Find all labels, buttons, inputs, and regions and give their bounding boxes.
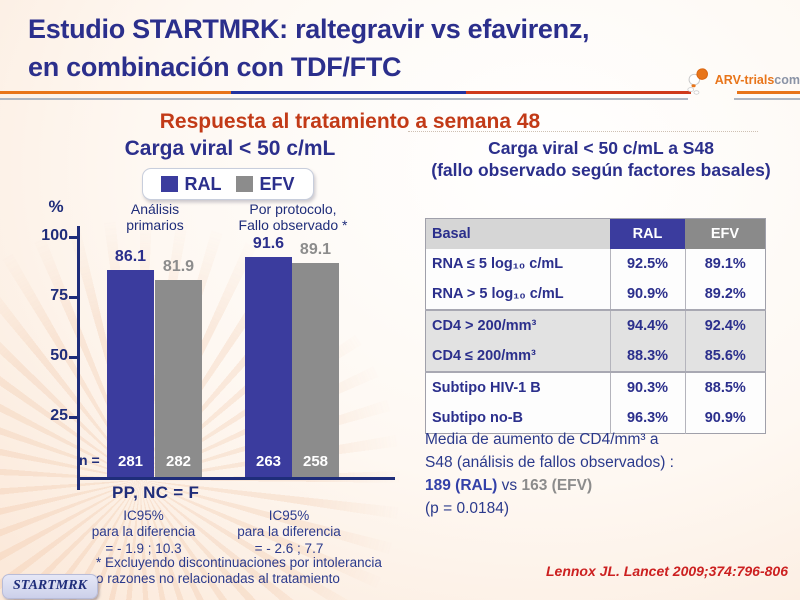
table-cell-basal-factor: RNA > 5 log₁₀ c/mL xyxy=(432,286,564,302)
table-cell-value: 89.1% xyxy=(684,249,766,279)
bar-value-label: 89.1 xyxy=(299,241,332,259)
y-axis-unit-label: % xyxy=(48,197,64,216)
logo-text-main: ARV-trials xyxy=(714,73,775,87)
table-cell-basal-factor: CD4 ≤ 200/mm³ xyxy=(425,341,610,372)
y-axis-tick xyxy=(69,416,78,419)
table-cell-basal-factor: RNA ≤ 5 log₁₀ c/mL xyxy=(432,256,564,272)
cd4-note-line-1: Media de aumento de CD4/mm³ a xyxy=(425,431,659,448)
bar-value-label: 91.6 xyxy=(252,235,285,253)
title-line-2: en combinación con TDF/FTC xyxy=(28,52,402,82)
table-title-line-1: Carga viral < 50 c/mL a S48 xyxy=(488,138,714,158)
y-axis-tick-label: 75 xyxy=(50,287,68,304)
divider-silver-right xyxy=(734,97,800,100)
divider-segment-red xyxy=(466,91,691,94)
bar-n-label: 282 xyxy=(165,453,192,470)
divider-silver-left xyxy=(0,97,688,100)
table-row: CD4 > 200/mm³ 94.4% 92.4% xyxy=(425,309,766,341)
logo-text-suffix: com xyxy=(774,73,800,87)
table-cell-value: 94.4% xyxy=(609,309,685,341)
group-label-por-protocolo: Por protocolo, Fallo observado * xyxy=(238,201,348,234)
table-cell-value: 90.9% xyxy=(609,279,685,310)
table-cell-value: 88.5% xyxy=(684,371,766,403)
divider-segment-navy xyxy=(231,91,466,94)
bar-n-label: 281 xyxy=(117,453,144,470)
table-cell-basal-factor: CD4 > 200/mm³ xyxy=(425,309,610,341)
y-axis-tick xyxy=(69,356,78,359)
cd4-vs: vs xyxy=(501,477,518,494)
table-cell-value: 90.3% xyxy=(609,371,685,403)
cd4-note-values: 189 (RAL) vs 163 (EFV) xyxy=(425,474,775,497)
table-row: Subtipo HIV-1 B 90.3% 88.5% xyxy=(425,371,766,403)
legend-item-ral: RAL xyxy=(161,174,221,195)
bar-ral-group2 xyxy=(245,257,292,477)
table-row: RNA ≤ 5 log₁₀ c/mL 92.5% 89.1% xyxy=(426,249,766,279)
pill-capsule-icon xyxy=(687,68,708,95)
group-label-analisis-primarios: Análisis primarios xyxy=(126,201,184,234)
cd4-increase-note: Media de aumento de CD4/mm³ a S48 (análi… xyxy=(425,428,775,520)
column-header-efv: EFV xyxy=(685,218,766,249)
title-line-1: Estudio STARTMRK: raltegravir vs efavire… xyxy=(28,14,590,44)
table-cell-basal-factor: Subtipo HIV-1 B xyxy=(425,371,610,403)
table-cell-value: 85.6% xyxy=(684,341,766,372)
bar-ral-group1 xyxy=(107,270,154,477)
divider-segment-orange-right xyxy=(737,91,800,94)
page-title: Estudio STARTMRK: raltegravir vs efavire… xyxy=(28,10,590,86)
legend-label-efv: EFV xyxy=(259,173,295,194)
column-header-ral: RAL xyxy=(610,218,685,249)
cd4-ral-value: 189 (RAL) xyxy=(425,477,498,494)
logo-text: ARV-trialscom xyxy=(715,73,800,87)
chart-title: Carga viral < 50 c/mL xyxy=(124,137,336,160)
bar-efv-group2 xyxy=(292,263,339,477)
ci-note-2: IC95% para la diferencia = - 2.6 ; 7.7 xyxy=(237,508,341,556)
divider-segment-orange xyxy=(0,91,231,94)
table-header-row: Basal RAL EFV xyxy=(425,218,766,249)
cd4-efv-value: 163 (EFV) xyxy=(521,477,593,494)
table-cell-value: 89.2% xyxy=(684,279,766,310)
x-axis-caption: PP, NC = F xyxy=(112,483,200,502)
table-cell-value: 96.3% xyxy=(609,403,685,434)
y-axis-tick-label: 25 xyxy=(50,407,68,424)
table-cell-value: 88.3% xyxy=(609,341,685,372)
table-cell-value: 92.5% xyxy=(609,249,685,279)
y-axis-line xyxy=(77,226,80,490)
bar-n-label: 258 xyxy=(302,453,329,470)
bar-value-label: 86.1 xyxy=(114,248,147,266)
chart-legend: RAL EFV xyxy=(142,168,314,200)
dotted-guide-line xyxy=(408,131,758,132)
table-row: RNA > 5 log₁₀ c/mL 90.9% 89.2% xyxy=(426,279,766,310)
slide-subtitle: Respuesta al tratamiento a semana 48 xyxy=(159,110,541,133)
y-axis-tick-label: 50 xyxy=(50,347,68,364)
legend-swatch-ral xyxy=(161,176,179,192)
x-axis-line xyxy=(77,477,395,480)
table-cell-basal-factor: Subtipo no-B xyxy=(432,410,524,426)
table-title-line-2: (fallo observado según factores basales) xyxy=(431,160,771,180)
legend-label-ral: RAL xyxy=(184,173,222,194)
table-row: Subtipo no-B 96.3% 90.9% xyxy=(426,403,766,434)
bar-n-label: 263 xyxy=(255,453,282,470)
y-axis-tick-label: 100 xyxy=(41,227,68,244)
ci-note-1: IC95% para la diferencia = - 1.9 ; 10.3 xyxy=(91,508,196,556)
table-row: CD4 ≤ 200/mm³ 88.3% 85.6% xyxy=(425,341,766,372)
column-header-basal: Basal xyxy=(425,218,610,249)
legend-swatch-efv xyxy=(236,176,254,192)
y-axis-tick xyxy=(69,296,78,299)
y-axis-tick xyxy=(69,236,78,239)
cd4-pvalue: (p = 0.0184) xyxy=(425,500,510,517)
arv-trials-logo: ARV-trialscom xyxy=(684,62,800,98)
bar-efv-group1 xyxy=(155,280,202,477)
bar-value-label: 81.9 xyxy=(162,258,195,276)
cd4-note-line-2: S48 (análisis de fallos observados) : xyxy=(425,454,674,471)
chart-footnote: * Excluyendo discontinuaciones por intol… xyxy=(96,555,382,586)
n-prefix-label: n = xyxy=(79,452,100,468)
table-cell-value: 92.4% xyxy=(684,309,766,341)
legend-item-efv: EFV xyxy=(236,173,295,195)
study-badge: STARTMRK xyxy=(2,574,98,599)
baseline-factors-table: Basal RAL EFV RNA ≤ 5 log₁₀ c/mL 92.5% 89.… xyxy=(425,218,766,434)
citation: Lennox JL. Lancet 2009;374:796-806 xyxy=(545,563,788,579)
table-cell-value: 90.9% xyxy=(684,403,766,434)
